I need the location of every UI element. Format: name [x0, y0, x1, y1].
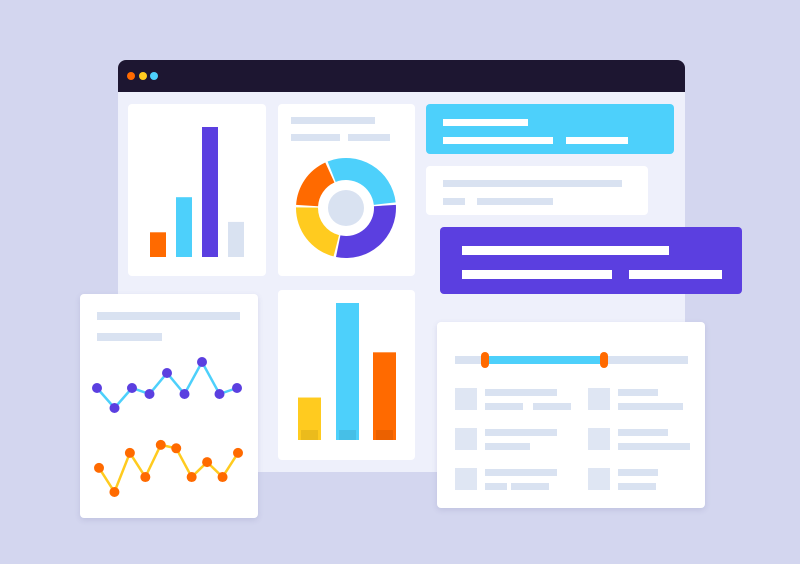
data-point [197, 357, 207, 367]
data-point [217, 472, 228, 483]
banner-line [462, 270, 612, 279]
donut-segment [336, 204, 396, 258]
bar [228, 221, 244, 257]
placeholder-line [618, 403, 683, 410]
banner-line [462, 246, 669, 255]
placeholder-line [443, 180, 622, 187]
data-point [109, 403, 120, 413]
bar-chart-card [128, 104, 266, 276]
banner-line [443, 119, 528, 126]
data-point [109, 487, 120, 497]
donut-segment [296, 162, 335, 207]
list-thumbnail [455, 388, 477, 410]
data-point [155, 439, 166, 450]
placeholder-line [533, 403, 571, 410]
data-point [94, 462, 104, 473]
range-slider-handle-low[interactable] [481, 352, 490, 368]
list-thumbnail [588, 428, 610, 450]
title-bar [118, 60, 685, 92]
bar [336, 303, 359, 440]
data-point [202, 457, 213, 468]
donut-chart [296, 158, 396, 258]
bar [202, 127, 218, 257]
list-thumbnail [455, 468, 477, 490]
data-point [233, 447, 243, 458]
placeholder-line [485, 469, 557, 476]
range-slider-fill [485, 356, 605, 364]
placeholder-line [618, 443, 690, 450]
placeholder-line [477, 198, 553, 205]
bar-chart [150, 127, 244, 257]
maximize-dot[interactable] [150, 72, 158, 80]
data-point [124, 447, 135, 458]
purple-banner [440, 227, 742, 294]
bar-shade [376, 430, 393, 440]
minimize-dot[interactable] [139, 72, 147, 80]
donut-center [328, 190, 364, 226]
placeholder-line [618, 469, 658, 476]
bar [176, 197, 192, 257]
info-card [426, 166, 648, 215]
data-point [144, 389, 155, 399]
banner-line [629, 270, 722, 279]
data-point [92, 383, 102, 393]
bar [373, 352, 396, 440]
range-slider[interactable] [455, 352, 688, 368]
list-card [437, 322, 705, 508]
placeholder-line [97, 333, 162, 341]
data-point [179, 389, 190, 399]
data-point [140, 472, 151, 483]
banner-line [566, 137, 628, 144]
placeholder-line [511, 483, 549, 490]
placeholder-line [485, 483, 507, 490]
donut-chart-card [278, 104, 415, 276]
range-slider-handle-high[interactable] [600, 352, 609, 368]
data-point [186, 472, 197, 483]
close-dot[interactable] [127, 72, 135, 80]
placeholder-line [485, 429, 557, 436]
bar-chart-card-large [278, 290, 415, 460]
placeholder-line [291, 117, 375, 124]
placeholder-line [97, 312, 240, 320]
placeholder-line [485, 403, 523, 410]
data-point [127, 383, 137, 393]
bar-chart [298, 303, 396, 440]
placeholder-line [348, 134, 390, 141]
cyan-banner [426, 104, 674, 154]
placeholder-line [618, 389, 658, 396]
list-thumbnail [455, 428, 477, 450]
data-point [232, 383, 242, 393]
bar-shade [339, 430, 356, 440]
data-point [214, 389, 225, 399]
donut-segment [327, 158, 396, 205]
list-thumbnail [588, 468, 610, 490]
placeholder-line [485, 389, 557, 396]
series-line [97, 443, 240, 495]
data-point [171, 443, 182, 454]
line-chart [92, 357, 243, 497]
placeholder-line [485, 443, 530, 450]
placeholder-line [618, 483, 656, 490]
placeholder-line [291, 134, 340, 141]
line-chart-card [80, 294, 258, 518]
list-thumbnail [588, 388, 610, 410]
banner-line [443, 137, 553, 144]
placeholder-line [618, 429, 668, 436]
placeholder-line [443, 198, 465, 205]
data-point [162, 368, 172, 378]
donut-segment [296, 207, 340, 257]
bar [150, 232, 166, 257]
bar-shade [301, 430, 318, 440]
bar [298, 397, 321, 440]
